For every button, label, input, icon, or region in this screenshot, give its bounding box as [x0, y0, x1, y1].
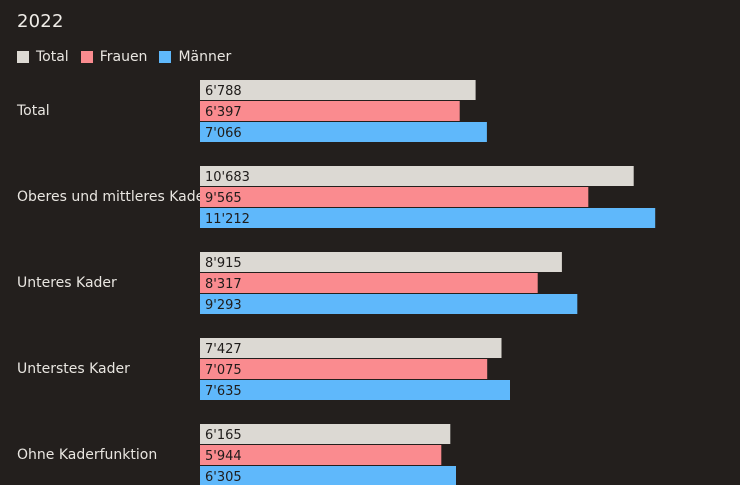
value-label-oberes-und-mittleres-kader-maenner: 11'212	[205, 212, 250, 227]
chart-title: 2022	[17, 11, 64, 32]
legend-label-total: Total	[36, 49, 69, 65]
category-label-unterstes-kader: Unterstes Kader	[17, 361, 130, 377]
value-label-unteres-kader-maenner: 9'293	[205, 298, 242, 313]
legend-label-maenner: Männer	[178, 49, 232, 65]
bar-total-total[interactable]	[200, 80, 476, 100]
value-label-oberes-und-mittleres-kader-total: 10'683	[205, 170, 250, 185]
category-label-ohne-kaderfunktion: Ohne Kaderfunktion	[17, 447, 157, 463]
value-label-total-maenner: 7'066	[205, 126, 242, 141]
legend-swatch-total	[17, 51, 29, 63]
bar-unteres-kader-total[interactable]	[200, 252, 562, 272]
bar-ohne-kaderfunktion-frauen[interactable]	[200, 445, 442, 465]
bar-unteres-kader-frauen[interactable]	[200, 273, 538, 293]
legend-swatch-frauen	[80, 51, 93, 63]
legend: Total Frauen Männer	[17, 49, 243, 65]
bar-unterstes-kader-frauen[interactable]	[200, 359, 488, 379]
bar-total-frauen[interactable]	[200, 101, 460, 121]
legend-item-maenner[interactable]: Männer	[159, 49, 231, 65]
bar-ohne-kaderfunktion-maenner[interactable]	[200, 466, 456, 485]
value-label-unterstes-kader-frauen: 7'075	[205, 363, 242, 378]
value-label-total-frauen: 6'397	[205, 105, 242, 120]
legend-swatch-maenner	[159, 51, 172, 63]
value-label-oberes-und-mittleres-kader-frauen: 9'565	[205, 191, 242, 206]
bar-oberes-und-mittleres-kader-frauen[interactable]	[200, 187, 589, 207]
category-label-oberes-und-mittleres-kader: Oberes und mittleres Kader	[17, 189, 210, 205]
bar-unterstes-kader-maenner[interactable]	[200, 380, 510, 400]
value-label-unterstes-kader-maenner: 7'635	[205, 384, 242, 399]
value-label-ohne-kaderfunktion-maenner: 6'305	[205, 470, 242, 485]
bar-unterstes-kader-total[interactable]	[200, 338, 502, 358]
value-label-total-total: 6'788	[205, 84, 242, 99]
value-label-ohne-kaderfunktion-frauen: 5'944	[205, 449, 242, 464]
legend-item-frauen[interactable]: Frauen	[80, 49, 148, 65]
value-label-unteres-kader-frauen: 8'317	[205, 277, 242, 292]
value-label-unteres-kader-total: 8'915	[205, 256, 242, 271]
legend-label-frauen: Frauen	[99, 49, 148, 65]
legend-item-total[interactable]: Total	[17, 49, 69, 65]
value-label-ohne-kaderfunktion-total: 6'165	[205, 428, 242, 443]
bar-total-maenner[interactable]	[200, 122, 487, 142]
category-label-total: Total	[16, 103, 50, 119]
bar-unteres-kader-maenner[interactable]	[200, 294, 578, 314]
bar-oberes-und-mittleres-kader-maenner[interactable]	[200, 208, 656, 228]
bar-ohne-kaderfunktion-total[interactable]	[200, 424, 451, 444]
category-label-unteres-kader: Unteres Kader	[17, 275, 117, 291]
value-label-unterstes-kader-total: 7'427	[205, 342, 242, 357]
bar-oberes-und-mittleres-kader-total[interactable]	[200, 166, 634, 186]
